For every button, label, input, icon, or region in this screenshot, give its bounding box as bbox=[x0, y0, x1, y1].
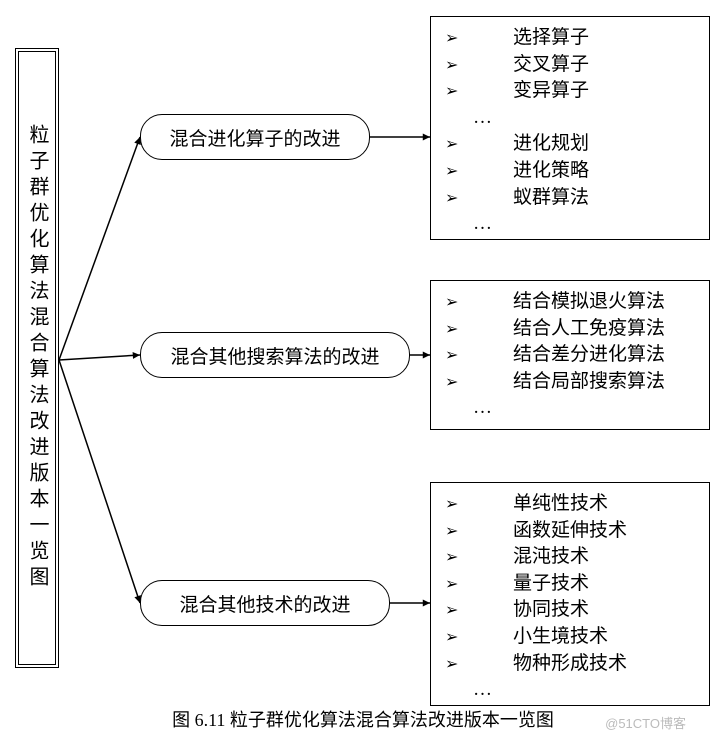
list-item: ➢ 变异算子 bbox=[445, 78, 695, 105]
list-item-text: … bbox=[473, 395, 492, 422]
list-item: ➢ 函数延伸技术 bbox=[445, 518, 695, 545]
list-item-text: 单纯性技术 bbox=[513, 491, 608, 518]
bullet-icon: ➢ bbox=[445, 28, 473, 50]
list-item-text: 进化规划 bbox=[513, 131, 589, 158]
bullet-icon: ➢ bbox=[445, 494, 473, 516]
list-item: ➢ 单纯性技术 bbox=[445, 491, 695, 518]
list-item: … bbox=[445, 105, 695, 132]
leaf-box-2: ➢ 单纯性技术 ➢ 函数延伸技术 ➢ 混沌技术 ➢ 量子技术 ➢ 协同技术 ➢ 小生境技术 ➢ 物种形成技… bbox=[430, 482, 710, 706]
list-item: ➢ 蚁群算法 bbox=[445, 185, 695, 212]
list-item-text: 选择算子 bbox=[513, 25, 589, 52]
list-item: ➢ 进化规划 bbox=[445, 131, 695, 158]
list-item: ➢ 结合差分进化算法 bbox=[445, 342, 695, 369]
bullet-icon: ➢ bbox=[445, 372, 473, 394]
branch-label-0: 混合进化算子的改进 bbox=[169, 124, 340, 151]
bullet-icon: ➢ bbox=[445, 134, 473, 156]
bullet-icon: ➢ bbox=[445, 574, 473, 596]
root-label: 粒子群优化算法混合算法改进版本一览图 bbox=[23, 124, 51, 592]
list-item-text: 进化策略 bbox=[513, 158, 589, 185]
watermark-text: @51CTO博客 bbox=[605, 713, 686, 732]
list-item-text: 物种形成技术 bbox=[513, 651, 627, 678]
list-item-text: 结合模拟退火算法 bbox=[513, 289, 665, 316]
list-item-text: … bbox=[473, 677, 492, 704]
list-item: ➢ 结合人工免疫算法 bbox=[445, 316, 695, 343]
bullet-icon: ➢ bbox=[445, 345, 473, 367]
bullet-icon: ➢ bbox=[445, 654, 473, 676]
list-item-text: 结合局部搜索算法 bbox=[513, 369, 665, 396]
list-item: ➢ 物种形成技术 bbox=[445, 651, 695, 678]
branch-node-1: 混合其他搜索算法的改进 bbox=[140, 332, 410, 378]
list-item: … bbox=[445, 395, 695, 422]
bullet-icon: ➢ bbox=[445, 292, 473, 314]
list-item: ➢ 选择算子 bbox=[445, 25, 695, 52]
caption-text: 图 6.11 粒子群优化算法混合算法改进版本一览图 bbox=[172, 710, 554, 730]
leaf-box-1: ➢ 结合模拟退火算法 ➢ 结合人工免疫算法 ➢ 结合差分进化算法 ➢ 结合局部搜索算法 … bbox=[430, 280, 710, 430]
list-item: ➢ 小生境技术 bbox=[445, 624, 695, 651]
list-item-text: 结合差分进化算法 bbox=[513, 342, 665, 369]
diagram-canvas: 粒子群优化算法混合算法改进版本一览图 混合进化算子的改进 混合其他搜索算法的改进… bbox=[10, 10, 716, 700]
list-item: ➢ 混沌技术 bbox=[445, 544, 695, 571]
branch-node-2: 混合其他技术的改进 bbox=[140, 580, 390, 626]
list-item-text: … bbox=[473, 211, 492, 238]
branch-node-0: 混合进化算子的改进 bbox=[140, 114, 370, 160]
list-item-text: 小生境技术 bbox=[513, 624, 608, 651]
root-node: 粒子群优化算法混合算法改进版本一览图 bbox=[15, 48, 59, 668]
list-item-text: 量子技术 bbox=[513, 571, 589, 598]
list-item-text: … bbox=[473, 105, 492, 132]
leaf-box-0: ➢选择算子➢交叉算子➢变异算子…➢进化规划➢进化策略➢蚁群算法… bbox=[430, 16, 710, 240]
root-node-inner: 粒子群优化算法混合算法改进版本一览图 bbox=[18, 51, 56, 665]
list-item-text: 蚁群算法 bbox=[513, 185, 589, 212]
list-item: ➢ 协同技术 bbox=[445, 597, 695, 624]
list-item: ➢ 量子技术 bbox=[445, 571, 695, 598]
bullet-icon: ➢ bbox=[445, 521, 473, 543]
bullet-icon: ➢ bbox=[445, 600, 473, 622]
list-item-text: 结合人工免疫算法 bbox=[513, 316, 665, 343]
bullet-icon: ➢ bbox=[445, 547, 473, 569]
list-item-text: 混沌技术 bbox=[513, 544, 589, 571]
bullet-icon: ➢ bbox=[445, 319, 473, 341]
bullet-icon: ➢ bbox=[445, 81, 473, 103]
bullet-icon: ➢ bbox=[445, 161, 473, 183]
list-item: … bbox=[445, 211, 695, 238]
list-item-text: 变异算子 bbox=[513, 78, 589, 105]
list-item-text: 交叉算子 bbox=[513, 52, 589, 79]
list-item: ➢ 结合局部搜索算法 bbox=[445, 369, 695, 396]
bullet-icon: ➢ bbox=[445, 55, 473, 77]
list-item: ➢ 结合模拟退火算法 bbox=[445, 289, 695, 316]
list-item-text: 协同技术 bbox=[513, 597, 589, 624]
bullet-icon: ➢ bbox=[445, 188, 473, 210]
list-item-text: 函数延伸技术 bbox=[513, 518, 627, 545]
bullet-icon: ➢ bbox=[445, 627, 473, 649]
branch-label-1: 混合其他搜索算法的改进 bbox=[170, 342, 379, 369]
list-item: … bbox=[445, 677, 695, 704]
figure-caption: 图 6.11 粒子群优化算法混合算法改进版本一览图 @51CTO博客 bbox=[10, 706, 716, 732]
list-item: ➢ 进化策略 bbox=[445, 158, 695, 185]
branch-label-2: 混合其他技术的改进 bbox=[179, 590, 350, 617]
list-item: ➢ 交叉算子 bbox=[445, 52, 695, 79]
